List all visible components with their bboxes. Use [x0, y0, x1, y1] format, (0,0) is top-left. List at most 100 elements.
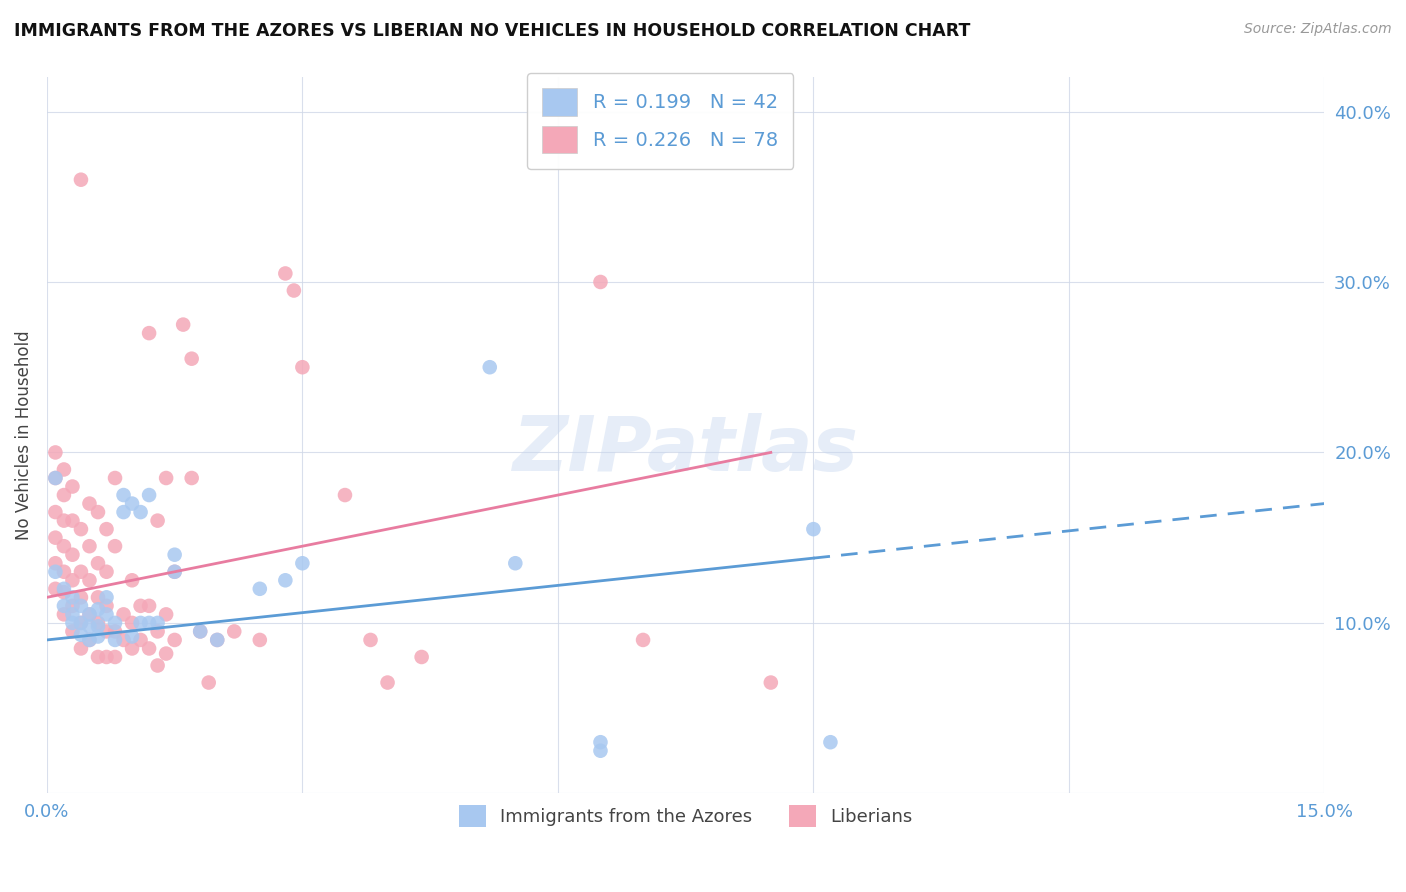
Text: IMMIGRANTS FROM THE AZORES VS LIBERIAN NO VEHICLES IN HOUSEHOLD CORRELATION CHAR: IMMIGRANTS FROM THE AZORES VS LIBERIAN N… — [14, 22, 970, 40]
Point — [146, 658, 169, 673]
Point — [180, 351, 202, 366]
Point — [146, 514, 169, 528]
Point — [104, 471, 127, 485]
Point — [104, 539, 127, 553]
Point — [52, 488, 75, 502]
Point — [96, 599, 118, 613]
Point — [121, 630, 143, 644]
Point — [112, 488, 135, 502]
Point — [96, 522, 118, 536]
Point — [62, 479, 84, 493]
Point — [333, 488, 356, 502]
Point — [631, 632, 654, 647]
Point — [70, 565, 93, 579]
Point — [44, 531, 66, 545]
Point — [79, 497, 101, 511]
Text: Source: ZipAtlas.com: Source: ZipAtlas.com — [1244, 22, 1392, 37]
Point — [155, 647, 177, 661]
Point — [589, 735, 612, 749]
Point — [121, 615, 143, 630]
Point — [172, 318, 194, 332]
Point — [274, 267, 297, 281]
Point — [291, 556, 314, 570]
Point — [104, 632, 127, 647]
Point — [62, 514, 84, 528]
Point — [411, 650, 433, 665]
Point — [759, 675, 782, 690]
Point — [505, 556, 527, 570]
Point — [79, 632, 101, 647]
Point — [104, 650, 127, 665]
Point — [44, 471, 66, 485]
Point — [52, 565, 75, 579]
Point — [291, 360, 314, 375]
Point — [146, 615, 169, 630]
Point — [79, 632, 101, 647]
Point — [155, 607, 177, 622]
Point — [112, 632, 135, 647]
Point — [52, 582, 75, 596]
Point — [87, 615, 110, 630]
Point — [52, 462, 75, 476]
Point — [62, 548, 84, 562]
Point — [87, 630, 110, 644]
Point — [62, 599, 84, 613]
Point — [44, 556, 66, 570]
Point — [87, 505, 110, 519]
Y-axis label: No Vehicles in Household: No Vehicles in Household — [15, 331, 32, 541]
Point — [129, 505, 152, 519]
Point — [87, 556, 110, 570]
Point — [70, 172, 93, 186]
Point — [62, 624, 84, 639]
Point — [112, 505, 135, 519]
Point — [224, 624, 246, 639]
Point — [62, 591, 84, 605]
Point — [138, 615, 160, 630]
Point — [70, 615, 93, 630]
Point — [44, 565, 66, 579]
Point — [79, 574, 101, 588]
Text: ZIPatlas: ZIPatlas — [513, 413, 859, 487]
Point — [79, 539, 101, 553]
Point — [283, 284, 305, 298]
Point — [138, 599, 160, 613]
Point — [188, 624, 211, 639]
Point — [138, 641, 160, 656]
Point — [138, 326, 160, 340]
Point — [589, 744, 612, 758]
Point — [188, 624, 211, 639]
Point — [62, 574, 84, 588]
Point — [129, 632, 152, 647]
Point — [104, 615, 127, 630]
Point — [52, 607, 75, 622]
Point — [44, 445, 66, 459]
Point — [274, 574, 297, 588]
Point — [52, 514, 75, 528]
Point — [121, 497, 143, 511]
Point — [249, 582, 271, 596]
Point — [62, 607, 84, 622]
Point — [96, 565, 118, 579]
Point — [589, 275, 612, 289]
Point — [79, 607, 101, 622]
Point — [205, 632, 228, 647]
Point — [96, 607, 118, 622]
Point — [79, 619, 101, 633]
Point — [44, 471, 66, 485]
Point — [146, 624, 169, 639]
Point — [163, 565, 186, 579]
Point — [70, 522, 93, 536]
Point — [163, 632, 186, 647]
Point — [79, 607, 101, 622]
Point — [205, 632, 228, 647]
Point — [52, 585, 75, 599]
Point — [96, 591, 118, 605]
Point — [163, 548, 186, 562]
Point — [70, 591, 93, 605]
Point — [138, 488, 160, 502]
Point — [87, 602, 110, 616]
Point — [129, 615, 152, 630]
Point — [52, 539, 75, 553]
Point — [87, 591, 110, 605]
Point — [803, 522, 825, 536]
